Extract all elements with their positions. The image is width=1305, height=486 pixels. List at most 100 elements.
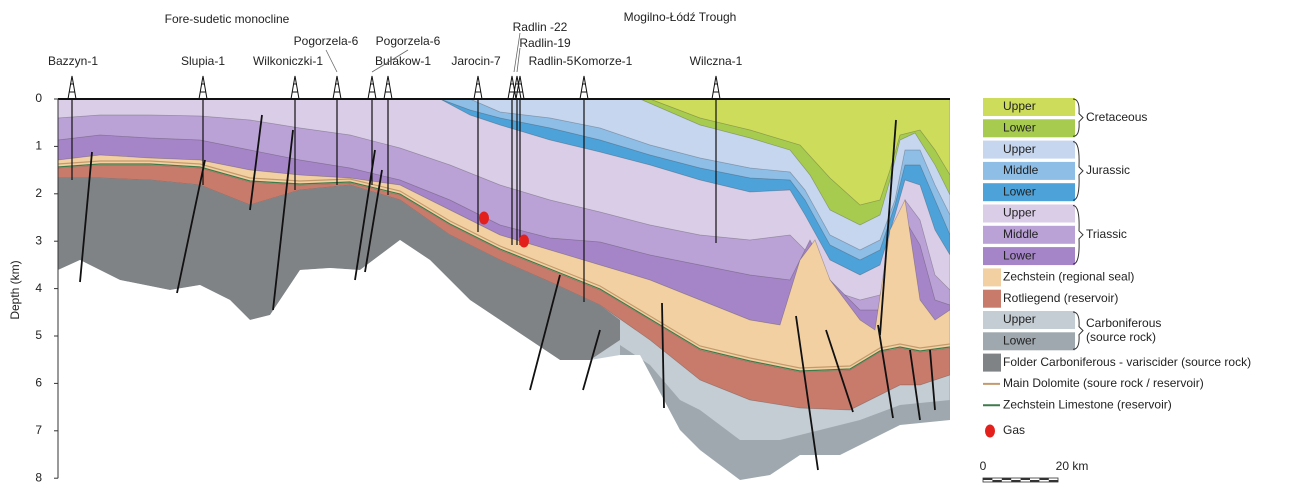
legend-brace	[1072, 141, 1084, 201]
legend-label: Lower	[1003, 184, 1036, 198]
scale-seg	[1011, 480, 1021, 482]
well-label: Slupia-1	[181, 54, 225, 68]
depth-tick-label: 0	[35, 91, 42, 105]
scale-seg	[992, 480, 1002, 482]
derrick	[67, 75, 77, 100]
legend-label: Zechstein (regional seal)	[1003, 270, 1134, 284]
derrick	[515, 75, 525, 100]
fault	[249, 114, 263, 211]
well-label: Bulakow-1	[375, 54, 431, 68]
derrick	[332, 75, 342, 100]
well-leader	[513, 32, 521, 73]
fault	[79, 151, 93, 283]
derrick	[383, 75, 393, 100]
main-dolomite-line	[57, 160, 951, 369]
depth-tick-label: 2	[35, 186, 42, 200]
well-label: Komorze-1	[574, 54, 633, 68]
legend-swatch	[983, 311, 1075, 329]
scale-seg	[1030, 480, 1040, 482]
legend-swatch	[983, 140, 1075, 159]
below-base	[50, 240, 960, 486]
fault	[364, 169, 383, 273]
legend-label: Zechstein Limestone (reservoir)	[1003, 397, 1172, 411]
legend-swatch	[983, 332, 1075, 351]
zechstein-limestone-line	[57, 163, 951, 372]
legend-label: Middle	[1003, 163, 1039, 177]
legend-label: Lower	[1003, 248, 1036, 262]
well-label: Bazzyn-1	[48, 54, 98, 68]
legend-swatch	[983, 98, 1075, 116]
fault	[877, 324, 894, 419]
scale-seg	[1001, 478, 1012, 480]
legend-label: Gas	[1003, 423, 1025, 437]
depth-tick-label: 6	[35, 376, 42, 390]
well-label: Radlin-19	[519, 36, 571, 50]
scale-seg	[1039, 478, 1049, 480]
legend-swatch	[983, 247, 1075, 266]
legend-label: Upper	[1003, 312, 1036, 326]
legend-label: Upper	[1003, 142, 1036, 156]
legend-label: Lower	[1003, 333, 1036, 347]
scale-seg	[1048, 480, 1059, 482]
legend-label: Middle	[1003, 227, 1039, 241]
scale-seg	[1020, 478, 1030, 480]
legend-label: Folder Carboniferous - variscider (sourc…	[1003, 355, 1251, 369]
well-label: Radlin -22	[513, 20, 568, 34]
scale-label: 0	[980, 459, 987, 473]
legend-label: Lower	[1003, 120, 1036, 134]
well-label: Jarocin-7	[451, 54, 501, 68]
fault	[529, 274, 561, 391]
legend-brace	[1072, 311, 1084, 350]
legend-swatch	[983, 353, 1001, 372]
fault	[795, 315, 819, 471]
well-label: Pogorzela-6	[376, 34, 441, 48]
fault	[879, 119, 897, 336]
derrick	[198, 75, 208, 100]
legend-group: Carboniferous	[1086, 316, 1161, 330]
fault	[909, 349, 921, 421]
legend-label: Main Dolomite (soure rock / reservoir)	[1003, 376, 1204, 390]
depth-tick-label: 1	[35, 139, 42, 153]
depth-tick-label: 3	[35, 233, 42, 247]
legend-group: Cretaceous	[1086, 110, 1147, 124]
legend-label: Upper	[1003, 99, 1036, 113]
fault	[582, 329, 601, 391]
gas-marker	[519, 234, 529, 248]
depth-tick-label: 4	[35, 281, 42, 295]
legend-group: Triassic	[1086, 227, 1127, 241]
well-label: Wilczna-1	[690, 54, 743, 68]
fault	[272, 129, 294, 311]
legend-group: Jurassic	[1086, 163, 1130, 177]
well-leader	[516, 47, 521, 73]
depth-tick-label: 7	[35, 423, 42, 437]
legend-swatch	[983, 289, 1001, 308]
well-label: Wilkoniczki-1	[253, 54, 323, 68]
layer-folded-carb	[58, 178, 620, 360]
well-label: Pogorzela-6	[294, 34, 359, 48]
well-leader	[371, 49, 409, 73]
well-leader	[325, 49, 338, 73]
right-mask	[950, 95, 970, 486]
legend-swatch	[983, 183, 1075, 202]
fault	[176, 159, 206, 294]
legend-label: Upper	[1003, 206, 1036, 220]
legend-dot	[985, 424, 995, 438]
depth-tick-label: 5	[35, 328, 42, 342]
derrick	[290, 75, 300, 100]
legend-group-note: (source rock)	[1086, 330, 1156, 344]
derrick	[473, 75, 483, 100]
legend-brace	[1072, 205, 1084, 265]
legend-swatch	[983, 204, 1075, 223]
depth-axis-label: Depth (km)	[8, 260, 22, 319]
fault	[929, 349, 936, 411]
legend-swatch	[983, 225, 1075, 244]
legend-brace	[1072, 98, 1084, 137]
fault	[825, 329, 854, 413]
depth-tick-label: 8	[35, 470, 42, 484]
region-label: Fore-sudetic monocline	[165, 12, 290, 26]
well-label: Radlin-5	[529, 54, 574, 68]
legend-swatch	[983, 119, 1075, 138]
scale-seg	[983, 478, 993, 480]
derrick	[579, 75, 589, 100]
